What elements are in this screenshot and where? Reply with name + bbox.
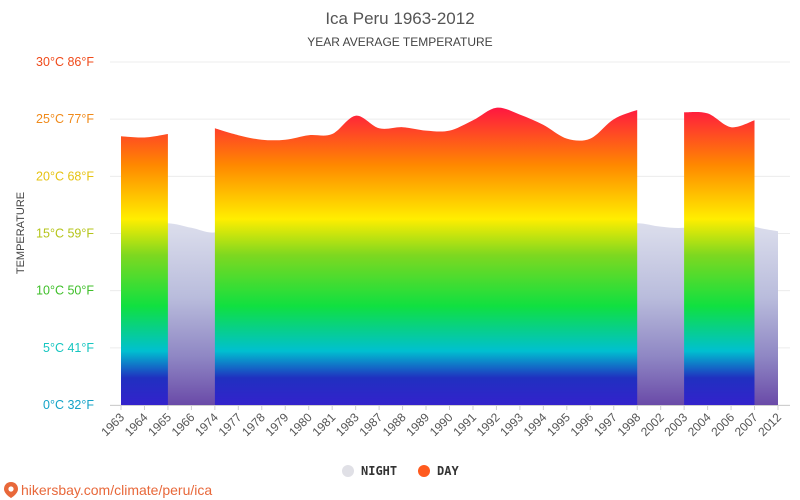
legend-day-swatch — [418, 465, 430, 477]
x-tick-label: 2007 — [732, 410, 761, 439]
y-tick-label: 30°C 86°F — [36, 55, 94, 69]
x-tick-label: 1980 — [286, 410, 315, 439]
x-tick-label: 1997 — [591, 410, 620, 439]
x-tick-label: 2006 — [708, 410, 737, 439]
legend: NIGHT DAY — [342, 464, 459, 478]
y-tick-label: 0°C 32°F — [43, 398, 94, 412]
legend-night-swatch — [342, 465, 354, 477]
y-tick-label: 15°C 59°F — [36, 227, 94, 241]
x-axis: 1963196419651966197419771978197919801981… — [98, 405, 790, 439]
x-tick-label: 2003 — [661, 410, 690, 439]
map-pin-icon — [4, 482, 18, 498]
x-tick-label: 2012 — [755, 410, 784, 439]
x-tick-label: 1966 — [169, 410, 198, 439]
legend-night-label: NIGHT — [361, 464, 397, 478]
x-tick-label: 1964 — [122, 410, 151, 439]
x-tick-label: 1995 — [544, 410, 573, 439]
x-tick-label: 1991 — [450, 410, 479, 439]
y-axis-label: TEMPERATURE — [15, 192, 27, 274]
x-tick-label: 1990 — [427, 410, 456, 439]
legend-day-label: DAY — [437, 464, 459, 478]
chart-title: Ica Peru 1963-2012 — [325, 9, 474, 28]
x-tick-label: 1989 — [403, 410, 432, 439]
y-tick-label: 20°C 68°F — [36, 169, 94, 183]
y-tick-label: 25°C 77°F — [36, 112, 94, 126]
y-tick-label: 5°C 41°F — [43, 341, 94, 355]
day-area — [684, 112, 755, 406]
x-tick-label: 1996 — [568, 410, 597, 439]
day-area — [121, 134, 168, 405]
x-tick-label: 1993 — [497, 410, 526, 439]
x-tick-label: 1965 — [145, 410, 174, 439]
y-tick-label: 10°C 50°F — [36, 284, 94, 298]
source-url: hikersbay.com/climate/peru/ica — [21, 482, 212, 498]
x-tick-label: 1983 — [333, 410, 362, 439]
x-tick-label: 1998 — [615, 410, 644, 439]
x-tick-label: 2002 — [638, 410, 667, 439]
legend-item-night[interactable]: NIGHT — [342, 464, 397, 478]
x-tick-label: 1994 — [521, 410, 550, 439]
x-tick-label: 1992 — [474, 410, 503, 439]
x-tick-label: 1979 — [263, 410, 292, 439]
day-area — [214, 107, 638, 405]
x-tick-label: 1974 — [192, 410, 221, 439]
x-tick-label: 1963 — [98, 410, 127, 439]
source-link[interactable]: hikersbay.com/climate/peru/ica — [4, 482, 212, 498]
x-tick-label: 2004 — [685, 410, 714, 439]
x-tick-label: 1977 — [216, 410, 245, 439]
legend-item-day[interactable]: DAY — [418, 464, 459, 478]
y-axis-ticks: 0°C 32°F 5°C 41°F 10°C 50°F 15°C 59°F 20°C 6… — [36, 55, 94, 412]
day-series — [121, 107, 755, 406]
chart-subtitle: YEAR AVERAGE TEMPERATURE — [307, 35, 492, 49]
x-tick-label: 1981 — [310, 410, 339, 439]
x-tick-label: 1987 — [356, 410, 385, 439]
x-tick-label: 1978 — [239, 410, 268, 439]
x-tick-label: 1988 — [380, 410, 409, 439]
